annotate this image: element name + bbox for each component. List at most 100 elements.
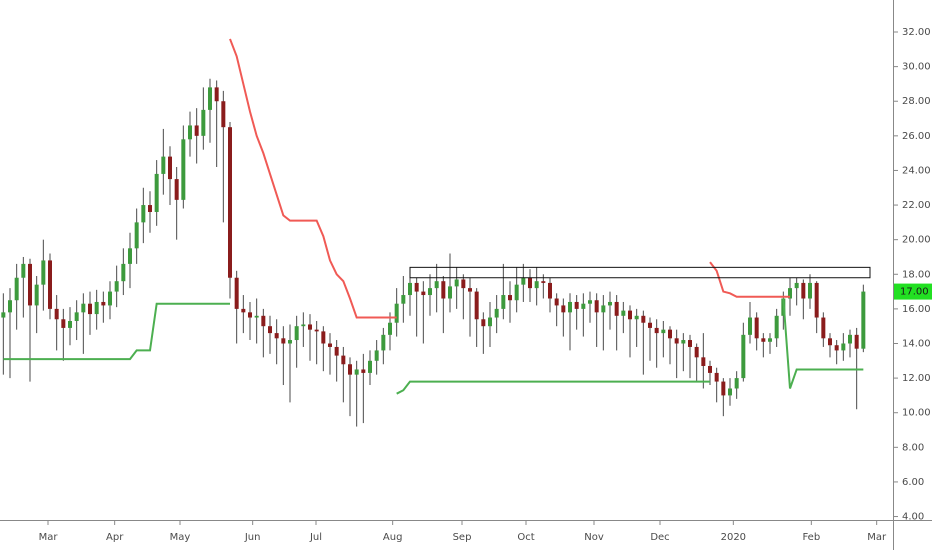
candle-body bbox=[8, 300, 12, 313]
candle-body bbox=[581, 303, 586, 309]
candle-body bbox=[208, 87, 212, 110]
y-tick-label: 16.00 bbox=[902, 304, 931, 315]
candle-body bbox=[761, 338, 766, 342]
x-tick-label: Dec bbox=[650, 532, 669, 543]
x-tick-label: May bbox=[170, 532, 191, 543]
x-tick-label: Mar bbox=[39, 532, 59, 543]
candle-body bbox=[834, 345, 839, 351]
candle-body bbox=[508, 295, 512, 301]
candle-body bbox=[308, 324, 312, 330]
candle-body bbox=[21, 263, 26, 278]
candle-body bbox=[721, 381, 726, 396]
stop-line bbox=[229, 38, 397, 319]
candle-body bbox=[801, 282, 806, 299]
candle-body bbox=[48, 260, 52, 309]
candle-body bbox=[154, 173, 159, 212]
candle-body bbox=[808, 282, 812, 299]
candle-body bbox=[281, 338, 286, 344]
x-tick-label: 2020 bbox=[721, 532, 746, 543]
candle-body bbox=[634, 315, 639, 320]
candle-body bbox=[161, 156, 166, 174]
candle-body bbox=[641, 315, 646, 323]
candle-body bbox=[134, 222, 139, 249]
candle-body bbox=[194, 125, 199, 136]
candle-body bbox=[608, 301, 612, 306]
candle-body bbox=[41, 260, 46, 285]
candle-body bbox=[128, 248, 132, 264]
candle-body bbox=[114, 281, 119, 292]
candle-body bbox=[494, 308, 499, 318]
candle-body bbox=[701, 357, 706, 366]
candle-body bbox=[768, 338, 772, 342]
candle-body bbox=[688, 340, 692, 347]
candle-body bbox=[201, 109, 206, 136]
candle-body bbox=[541, 281, 546, 283]
x-tick-label: Apr bbox=[106, 532, 124, 543]
candle-body bbox=[254, 315, 259, 318]
candle-body bbox=[828, 338, 832, 346]
candle-body bbox=[588, 300, 592, 304]
candle-body bbox=[434, 281, 439, 289]
candle-body bbox=[654, 327, 659, 334]
y-tick-label: 14.00 bbox=[902, 338, 931, 349]
x-tick-label: Aug bbox=[383, 532, 403, 543]
candle-body bbox=[408, 282, 412, 296]
candle-body bbox=[288, 340, 292, 344]
y-tick-label: 28.00 bbox=[902, 96, 931, 107]
stop-line bbox=[782, 298, 864, 389]
last-price-box bbox=[894, 283, 932, 300]
candle-body bbox=[188, 125, 192, 140]
candle-body bbox=[748, 317, 752, 335]
candle-body bbox=[568, 301, 572, 313]
candle-body bbox=[728, 388, 732, 396]
y-tick-label: 18.00 bbox=[902, 269, 931, 280]
stop-line bbox=[3, 302, 230, 361]
candle-body bbox=[368, 360, 372, 373]
candle-body bbox=[521, 277, 526, 285]
candle-body bbox=[1, 312, 6, 318]
candle-body bbox=[248, 312, 252, 318]
candle-body bbox=[81, 303, 86, 313]
candle-body bbox=[621, 310, 626, 316]
candle-body bbox=[661, 329, 666, 334]
candle-body bbox=[488, 317, 492, 327]
y-tick-label: 32.00 bbox=[902, 27, 931, 38]
candle-body bbox=[228, 127, 232, 278]
x-tick-label: Sep bbox=[453, 532, 472, 543]
candle-body bbox=[734, 378, 739, 389]
candle-body bbox=[788, 288, 792, 299]
candle-body bbox=[614, 301, 619, 316]
candle-body bbox=[108, 291, 112, 306]
candle-body bbox=[34, 284, 39, 306]
y-tick-label: 26.00 bbox=[902, 131, 931, 142]
candle-body bbox=[841, 343, 846, 351]
x-tick-label: Feb bbox=[802, 532, 820, 543]
x-tick-label: Oct bbox=[517, 532, 534, 543]
candle-body bbox=[628, 310, 632, 320]
y-tick-label: 30.00 bbox=[902, 62, 931, 73]
candle-body bbox=[481, 319, 486, 327]
candle-body bbox=[234, 277, 239, 309]
candle-body bbox=[341, 355, 346, 365]
candle-body bbox=[708, 365, 712, 373]
candle-body bbox=[61, 319, 66, 328]
candle-body bbox=[261, 315, 266, 327]
candle-body bbox=[534, 281, 539, 289]
y-tick-label: 6.00 bbox=[902, 477, 924, 488]
candle-body bbox=[361, 369, 366, 373]
candle-body bbox=[448, 286, 452, 299]
candle-body bbox=[594, 300, 599, 313]
y-tick-label: 22.00 bbox=[902, 200, 931, 211]
candle-body bbox=[381, 334, 386, 351]
candle-body bbox=[514, 284, 519, 301]
x-tick-label: Jul bbox=[309, 532, 322, 543]
candle-body bbox=[528, 277, 532, 289]
candle-body bbox=[334, 346, 339, 356]
x-tick-label: Jun bbox=[244, 532, 261, 543]
candle-body bbox=[88, 303, 92, 315]
candle-body bbox=[794, 282, 799, 289]
candle-body bbox=[68, 320, 72, 328]
stop-line bbox=[709, 261, 790, 298]
